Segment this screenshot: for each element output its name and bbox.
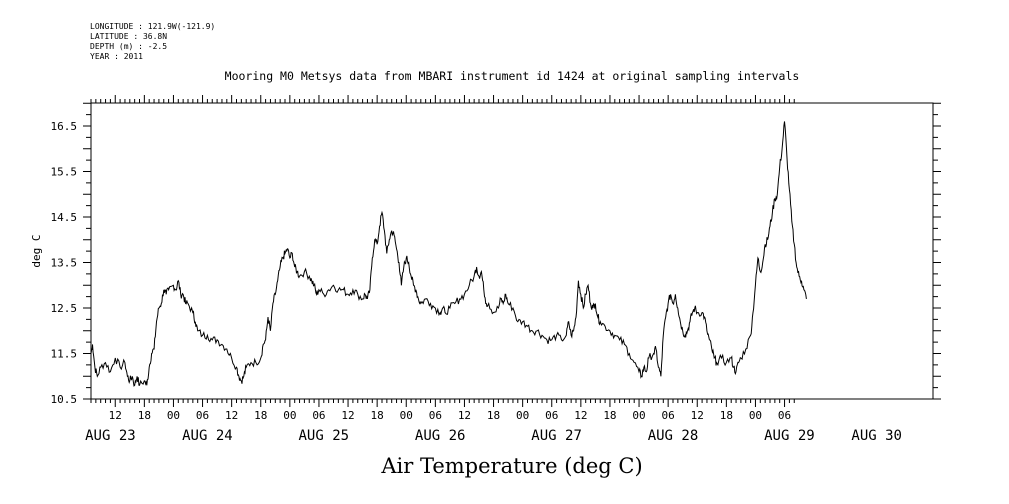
x-tick-label: 00 [283,409,296,422]
x-tick-label: 18 [603,409,616,422]
x-tick-label: 12 [691,409,704,422]
x-tick-label: 00 [400,409,413,422]
y-tick-label: 15.5 [51,166,78,179]
x-tick-label: 18 [371,409,384,422]
x-tick-label: 12 [341,409,354,422]
x-tick-label: 18 [138,409,151,422]
x-tick-label: 06 [429,409,442,422]
plot-frame [90,102,934,400]
x-tick-label: 06 [778,409,791,422]
y-tick-label: 16.5 [51,120,78,133]
chart-subtitle: Mooring M0 Metsys data from MBARI instru… [224,69,800,83]
y-tick-label: 13.5 [51,257,78,270]
x-day-label: AUG 26 [415,428,466,444]
x-tick-label: 06 [545,409,558,422]
latitude-text: LATITUDE : 36.8N [90,32,168,41]
x-tick-label: 18 [487,409,500,422]
depth-text: DEPTH (m) : -2.5 [90,42,168,51]
y-tick-label: 11.5 [51,348,78,361]
y-tick-label: 14.5 [51,211,78,224]
y-tick-label: 10.5 [51,393,78,406]
y-tick-label: 12.5 [51,302,78,315]
y-axis: 10.5 11.5 12.5 13.5 14.5 15.5 16.5 [51,120,78,406]
x-tick-label: 12 [574,409,587,422]
x-tick-label: 00 [632,409,645,422]
x-day-label: AUG 29 [764,428,815,444]
y-axis-label: deg C [30,234,43,267]
chart-title: Air Temperature (deg C) [381,454,643,478]
x-tick-label: 00 [749,409,762,422]
x-axis: 12 18 00 06 12 18 00 06 12 18 00 06 12 18 00 06 12 18 00 06… [85,409,902,444]
x-tick-label: 06 [196,409,209,422]
x-day-label: AUG 24 [182,428,233,444]
x-day-label: AUG 30 [851,428,902,444]
x-day-label: AUG 28 [648,428,699,444]
x-tick-label: 06 [662,409,675,422]
x-tick-label: 12 [225,409,238,422]
longitude-text: LONGITUDE : 121.9W(-121.9) [90,22,216,31]
x-day-label: AUG 23 [85,428,136,444]
x-tick-label: 18 [254,409,267,422]
metadata-block: LONGITUDE : 121.9W(-121.9) LATITUDE : 36… [90,22,215,62]
x-tick-label: 18 [720,409,733,422]
year-text: YEAR : 2011 [90,52,143,61]
x-tick-label: 00 [167,409,180,422]
x-tick-label: 06 [312,409,325,422]
x-tick-label: 12 [458,409,471,422]
x-day-label: AUG 25 [299,428,350,444]
x-day-label: AUG 27 [531,428,582,444]
x-tick-label: 12 [109,409,122,422]
x-tick-label: 00 [516,409,529,422]
axis-ticks [83,95,941,407]
series-line [90,121,807,387]
